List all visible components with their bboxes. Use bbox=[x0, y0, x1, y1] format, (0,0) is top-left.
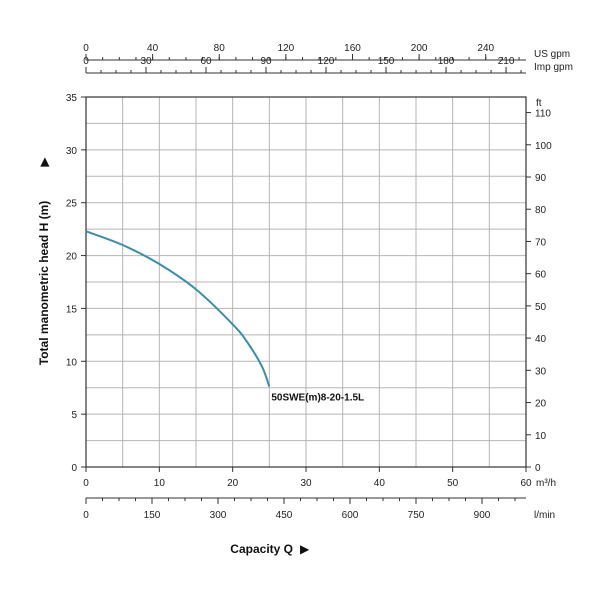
secondary-x-tick-label: 120 bbox=[278, 43, 295, 54]
secondary-x-tick-label: 150 bbox=[378, 56, 395, 67]
y-tick-label: 20 bbox=[66, 252, 78, 263]
x-tick-label: 40 bbox=[374, 478, 386, 489]
secondary-x-unit-label: Imp gpm bbox=[534, 62, 573, 73]
secondary-x-tick-label: 40 bbox=[147, 43, 159, 54]
y-tick-label: 0 bbox=[71, 463, 77, 474]
series-label: 50SWE(m)8-20-1.5L bbox=[271, 393, 364, 404]
y-axis-arrow-icon: ▶ bbox=[37, 157, 51, 167]
x-tick-label: 20 bbox=[227, 478, 239, 489]
y-tick-label: 10 bbox=[66, 357, 78, 368]
y-tick-label: 15 bbox=[66, 304, 78, 315]
secondary-x-tick-label: 600 bbox=[342, 510, 359, 521]
secondary-x-tick-label: 180 bbox=[438, 56, 455, 67]
secondary-x-tick-label: 0 bbox=[83, 56, 89, 67]
secondary-x-tick-label: 60 bbox=[200, 56, 212, 67]
grid bbox=[85, 96, 527, 468]
y2-tick-label: 50 bbox=[535, 302, 547, 313]
secondary-x-tick-label: 240 bbox=[477, 43, 494, 54]
secondary-x-tick-label: 300 bbox=[210, 510, 227, 521]
secondary-x-tick-label: 450 bbox=[276, 510, 293, 521]
y-axis-label: Total manometric head H (m) bbox=[37, 201, 51, 365]
series-group: 50SWE(m)8-20-1.5L bbox=[85, 230, 364, 404]
secondary-x-tick-label: 80 bbox=[214, 43, 226, 54]
y2-unit-label: ft bbox=[536, 98, 542, 109]
secondary-x-tick-label: 900 bbox=[474, 510, 491, 521]
x-axis-label: Capacity Q bbox=[230, 542, 293, 556]
y2-tick-label: 0 bbox=[535, 463, 541, 474]
series-line bbox=[85, 230, 271, 387]
x-tick-label: 50 bbox=[447, 478, 459, 489]
y2-tick-label: 70 bbox=[535, 237, 547, 248]
y2-tick-label: 30 bbox=[535, 366, 547, 377]
secondary-x-tick-label: 30 bbox=[140, 56, 152, 67]
secondary-x-tick-label: 120 bbox=[318, 56, 335, 67]
secondary-x-tick-label: 750 bbox=[408, 510, 425, 521]
y-tick-label: 25 bbox=[66, 199, 78, 210]
secondary-x-tick-label: 0 bbox=[83, 43, 89, 54]
x-unit-label: m³/h bbox=[536, 478, 556, 489]
x-tick-label: 10 bbox=[154, 478, 166, 489]
secondary-x-unit-label: l/min bbox=[534, 510, 555, 521]
secondary-x-tick-label: 210 bbox=[498, 56, 515, 67]
x-tick-label: 60 bbox=[520, 478, 532, 489]
x-tick-label: 30 bbox=[300, 478, 312, 489]
secondary-x-tick-label: 150 bbox=[144, 510, 161, 521]
y2-tick-label: 100 bbox=[535, 141, 552, 152]
y2-tick-label: 110 bbox=[535, 109, 551, 120]
y2-tick-label: 40 bbox=[535, 334, 547, 345]
secondary-x-tick-label: 90 bbox=[260, 56, 272, 67]
secondary-x-tick-label: 0 bbox=[83, 510, 89, 521]
y2-tick-label: 90 bbox=[535, 173, 547, 184]
secondary-x-tick-label: 160 bbox=[344, 43, 361, 54]
y2-tick-label: 20 bbox=[535, 399, 547, 410]
x-axis-arrow-icon: ▶ bbox=[300, 542, 310, 556]
y-tick-label: 30 bbox=[66, 146, 78, 157]
ticks: 051015202530350102030405060708090100110f… bbox=[66, 43, 573, 521]
y2-tick-label: 60 bbox=[535, 270, 547, 281]
y2-tick-label: 80 bbox=[535, 205, 547, 216]
x-tick-label: 0 bbox=[83, 478, 89, 489]
secondary-x-tick-label: 200 bbox=[411, 43, 428, 54]
y-tick-label: 35 bbox=[66, 93, 78, 104]
y2-tick-label: 10 bbox=[535, 431, 547, 442]
y-tick-label: 5 bbox=[71, 410, 77, 421]
secondary-x-unit-label: US gpm bbox=[534, 49, 570, 60]
